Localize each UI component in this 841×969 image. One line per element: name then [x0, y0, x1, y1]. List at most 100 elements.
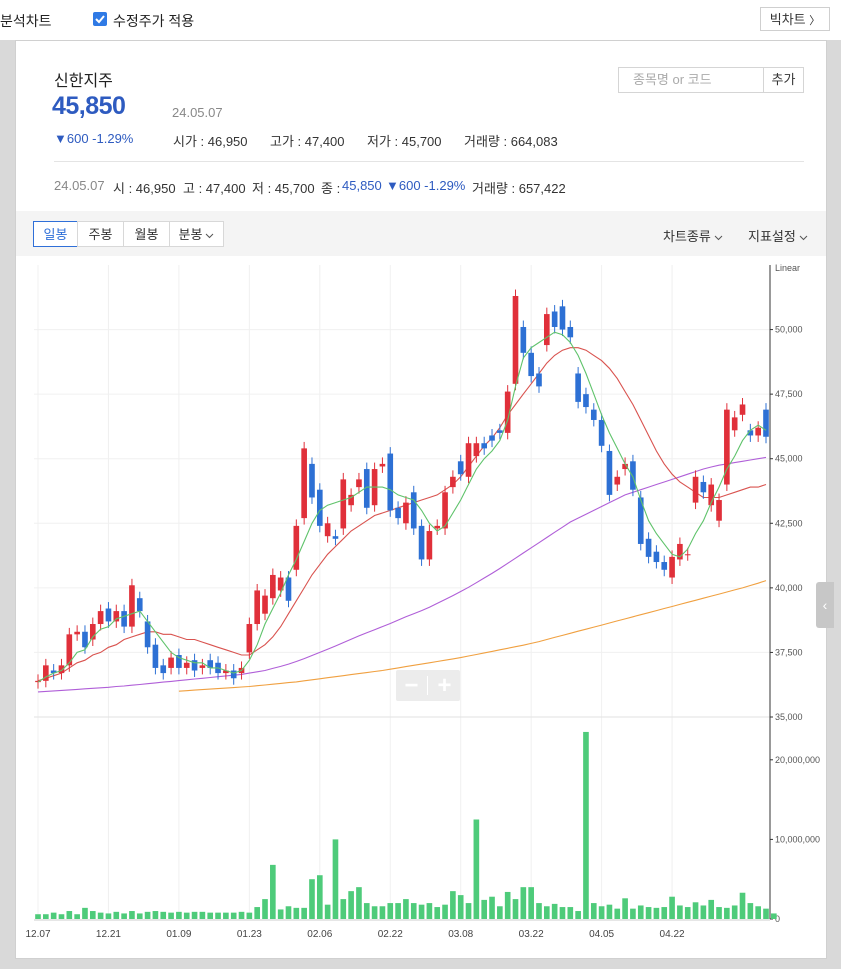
candle [223, 670, 229, 674]
volume-bar [598, 906, 605, 919]
candle [512, 295, 519, 384]
volume-bar [606, 904, 613, 919]
candle [230, 670, 237, 679]
zoom-in-button[interactable]: + [437, 672, 452, 699]
candle [50, 670, 57, 674]
volume-bar [724, 907, 730, 919]
candle [340, 479, 347, 529]
tab-monthly[interactable]: 월봉 [123, 221, 170, 247]
candle [473, 443, 480, 457]
chart-panel [15, 40, 827, 959]
current-price: 45,850 [52, 92, 126, 120]
candle [105, 608, 112, 622]
volume-bar [708, 899, 715, 919]
candle [661, 562, 668, 570]
volume-bar [567, 907, 574, 919]
chart-type-dropdown[interactable]: 차트종류 [663, 226, 723, 245]
price-change: ▼600 -1.29% [54, 131, 134, 146]
candle [645, 538, 652, 557]
y-tick-label: 47,500 [775, 389, 803, 399]
volume-bar [121, 913, 127, 919]
candle [270, 574, 276, 599]
y-tick-label: 37,500 [775, 647, 803, 657]
volume-tick-label: 20,000,000 [775, 755, 820, 765]
candle [598, 419, 605, 446]
volume-bar [176, 911, 182, 919]
adjusted-price-checkbox[interactable] [93, 12, 107, 26]
volume-bar [520, 887, 527, 919]
volume-bar [97, 912, 104, 919]
volume-bar [637, 905, 644, 919]
candle [536, 373, 542, 387]
chevron-down-icon [206, 233, 214, 239]
zoom-out-button[interactable]: − [404, 672, 419, 699]
indicator-settings-label: 지표설정 [748, 229, 796, 244]
y-tick-label: 40,000 [775, 583, 803, 593]
volume: 거래량 : 664,083 [464, 134, 558, 149]
volume-bar [246, 912, 253, 919]
candle [653, 551, 660, 563]
volume-bar [66, 911, 73, 919]
volume-bar [324, 904, 331, 919]
volume-bar [316, 875, 323, 919]
hover-date: 24.05.07 [54, 178, 105, 193]
volume-bar [410, 903, 417, 919]
volume-bar [677, 905, 683, 919]
big-chart-button[interactable]: 빅차트 〉 [760, 7, 830, 31]
volume-bar [465, 903, 472, 919]
candle [199, 665, 206, 668]
volume-bar [58, 914, 65, 919]
volume-bar [387, 903, 394, 919]
low-price: 저가 : 45,700 [367, 134, 442, 149]
candle [442, 492, 448, 529]
volume-bar [442, 904, 448, 919]
volume-bar [559, 907, 566, 919]
candle [457, 461, 464, 475]
hover-low: 저 : 45,700 [252, 181, 315, 196]
volume-bar [739, 892, 746, 919]
zoom-control: − + [396, 670, 460, 701]
volume-bar [771, 913, 777, 919]
analysis-chart-header: 분석차트 수정주가 적용 빅차트 〉 [0, 0, 841, 40]
candle [637, 497, 644, 544]
volume-bar [755, 906, 761, 919]
hover-close-label: 종 : [321, 181, 341, 196]
volume-bar [497, 906, 503, 919]
candle [348, 494, 354, 506]
y-tick-label: 50,000 [775, 325, 803, 335]
candle [426, 531, 433, 560]
volume-bar [731, 905, 738, 919]
candle [403, 502, 409, 524]
candle [43, 665, 49, 681]
volume-bar [395, 903, 401, 919]
volume-bar [113, 911, 120, 919]
candle [669, 556, 675, 578]
x-tick-label: 02.22 [378, 929, 403, 940]
candle [207, 660, 214, 668]
ma20-line [37, 347, 767, 682]
candle [160, 665, 167, 674]
tab-minute[interactable]: 분봉 [169, 221, 224, 247]
hover-change: ▼600 -1.29% [386, 178, 466, 193]
x-tick-label: 04.22 [660, 929, 685, 940]
adjusted-price-label[interactable]: 수정주가 적용 [113, 13, 195, 29]
indicator-settings-dropdown[interactable]: 지표설정 [748, 226, 808, 245]
volume-bar [230, 912, 237, 919]
add-stock-button[interactable]: 추가 [763, 67, 804, 93]
volume-bar [277, 909, 284, 919]
volume-bar [528, 887, 534, 919]
y-tick-label: 42,500 [775, 518, 803, 528]
side-panel-toggle[interactable]: ‹ [816, 582, 834, 628]
candle [152, 644, 159, 668]
tab-daily[interactable]: 일봉 [33, 221, 78, 247]
candle [434, 525, 441, 529]
x-tick-label: 03.08 [448, 929, 473, 940]
volume-bar [207, 912, 214, 919]
volume-bar [457, 895, 464, 919]
candle [58, 665, 65, 674]
candle [89, 624, 96, 640]
x-tick-label: 03.22 [519, 929, 544, 940]
candle [763, 409, 769, 437]
volume-bar [136, 913, 143, 919]
